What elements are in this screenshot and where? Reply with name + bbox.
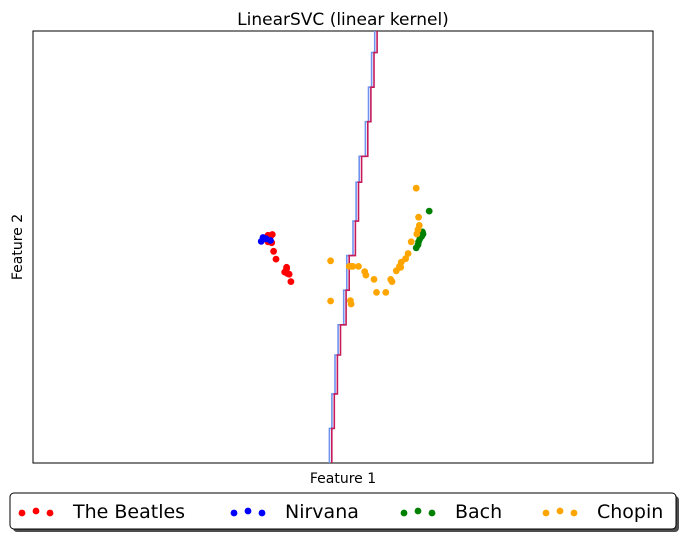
legend-marker-nirvana [230, 509, 238, 517]
plot-area [32, 30, 654, 464]
data-point-chopin [382, 289, 390, 296]
x-axis-label: Feature 1 [310, 471, 376, 487]
legend-label-bach: Bach [455, 501, 502, 523]
legend-marker-the-beatles [46, 509, 54, 517]
data-point-bach [416, 235, 424, 243]
data-point-nirvana [267, 237, 274, 244]
legend-label-nirvana: Nirvana [285, 501, 359, 523]
data-point-chopin [415, 222, 423, 229]
data-point-chopin [361, 268, 369, 275]
legend-marker-chopin [556, 507, 564, 515]
data-point-the-beatles [268, 231, 276, 238]
legend-marker-the-beatles [18, 509, 26, 517]
legend-label-chopin: Chopin [597, 501, 663, 523]
decision-boundary-line [328, 31, 376, 463]
data-point-chopin [347, 300, 355, 308]
legend-marker-nirvana [244, 507, 252, 515]
legend-marker-bach [400, 509, 408, 517]
data-point-bach [425, 207, 433, 215]
legend-item-chopin: Chopin [542, 501, 663, 523]
legend-marker-bach [428, 509, 436, 517]
legend-marker-the-beatles [32, 507, 40, 515]
legend-marker-nirvana [258, 509, 266, 517]
data-point-chopin [412, 184, 420, 192]
chart-title: LinearSVC (linear kernel) [237, 10, 449, 30]
data-point-chopin [396, 263, 403, 270]
data-point-chopin [327, 297, 334, 305]
data-point-chopin [370, 276, 378, 283]
data-point-bach [419, 230, 427, 238]
data-point-chopin [404, 250, 412, 257]
legend-marker-bach [414, 507, 422, 515]
legend-label-the-beatles: The Beatles [72, 501, 185, 523]
legend-box [9, 492, 677, 530]
legend-item-the-beatles: The Beatles [18, 501, 185, 523]
data-point-chopin [327, 257, 334, 265]
legend-item-bach: Bach [400, 501, 502, 523]
data-point-the-beatles [272, 255, 280, 263]
data-point-chopin [387, 276, 395, 283]
scatter-points [257, 184, 433, 308]
data-point-bach [414, 241, 422, 249]
legend: The Beatles Nirvana Bach Chopin [9, 492, 679, 532]
data-point-chopin [355, 263, 362, 270]
data-point-chopin [407, 238, 415, 246]
decision-boundary [328, 31, 378, 463]
decision-boundary-line [330, 31, 378, 463]
data-point-chopin [413, 230, 421, 238]
legend-item-nirvana: Nirvana [230, 501, 359, 523]
data-point-chopin [415, 213, 422, 221]
legend-marker-chopin [570, 509, 578, 517]
data-point-nirvana [259, 234, 267, 241]
data-point-the-beatles [287, 278, 295, 285]
data-point-chopin [373, 289, 380, 296]
data-point-the-beatles [270, 247, 277, 255]
data-point-chopin [347, 263, 355, 270]
data-point-the-beatles [285, 270, 293, 278]
legend-marker-chopin [542, 509, 550, 517]
y-axis-label: Feature 2 [10, 214, 26, 280]
